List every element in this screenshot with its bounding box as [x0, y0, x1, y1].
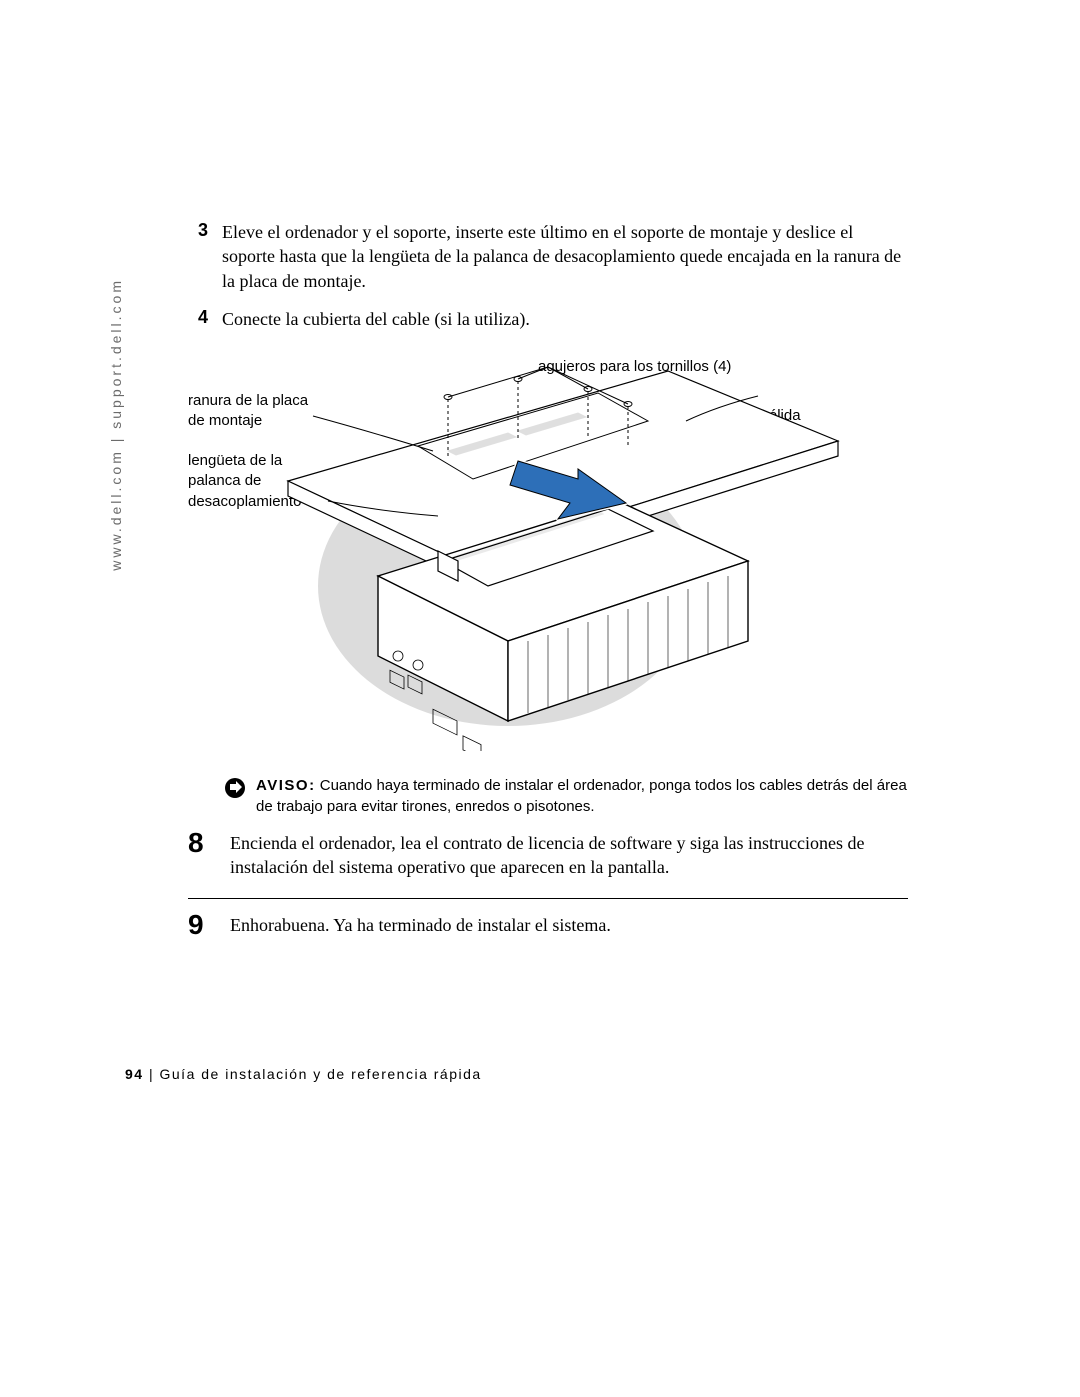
footer-sep: | [144, 1066, 160, 1082]
step-3: 3 Eleve el ordenador y el soporte, inser… [188, 220, 908, 293]
step-8: 8 Encienda el ordenador, lea el contrato… [188, 829, 908, 880]
page-footer: 94 | Guía de instalación y de referencia… [125, 1066, 482, 1082]
step-3-num: 3 [188, 220, 208, 293]
mounting-diagram: agujeros para los tornillos (4) ranura d… [188, 351, 908, 751]
aviso-notice: AVISO: Cuando haya terminado de instalar… [224, 775, 908, 817]
diagram-svg [248, 351, 848, 751]
step-9: 9 Enhorabuena. Ya ha terminado de instal… [188, 911, 908, 939]
step-8-num: 8 [188, 829, 210, 880]
aviso-body: Cuando haya terminado de instalar el ord… [256, 777, 907, 815]
step-8-text: Encienda el ordenador, lea el contrato d… [230, 829, 908, 880]
section-divider [188, 898, 908, 899]
aviso-label: AVISO: [256, 777, 316, 794]
page-content: 3 Eleve el ordenador y el soporte, inser… [188, 220, 908, 939]
footer-title: Guía de instalación y de referencia rápi… [160, 1066, 482, 1082]
step-4-num: 4 [188, 307, 208, 331]
step-4: 4 Conecte la cubierta del cable (si la u… [188, 307, 908, 331]
step-9-text: Enhorabuena. Ya ha terminado de instalar… [230, 911, 611, 939]
aviso-icon [224, 777, 246, 799]
sidebar-url: www.dell.com | support.dell.com [108, 278, 124, 571]
aviso-text: AVISO: Cuando haya terminado de instalar… [256, 775, 908, 817]
step-9-num: 9 [188, 911, 210, 939]
step-4-text: Conecte la cubierta del cable (si la uti… [222, 307, 530, 331]
step-3-text: Eleve el ordenador y el soporte, inserte… [222, 220, 908, 293]
page-number: 94 [125, 1066, 144, 1082]
